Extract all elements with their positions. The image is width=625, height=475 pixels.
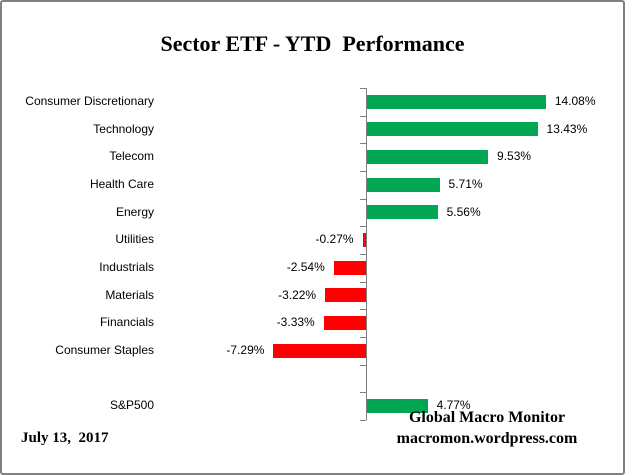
bar-positive xyxy=(367,94,546,109)
bar-negative xyxy=(325,288,366,303)
bar-negative xyxy=(362,233,366,248)
axis-tick xyxy=(360,199,366,200)
chart-title: Sector ETF - YTD Performance xyxy=(160,31,465,56)
plot-area: Consumer Discretionary 14.08% Technology 13… xyxy=(2,88,623,421)
category-label: Materials xyxy=(105,287,154,302)
footer-source: Global Macro Monitor macromon.wordpress.… xyxy=(377,407,597,449)
value-label: 14.08% xyxy=(554,94,596,108)
footer-date: July 13, 2017 xyxy=(21,430,109,446)
chart-row: Industrials -2.54% xyxy=(2,254,623,282)
chart-row: Energy 5.56% xyxy=(2,199,623,227)
axis-tick xyxy=(360,226,366,227)
axis-tick xyxy=(360,365,366,366)
axis-tick xyxy=(360,143,366,144)
bar-positive xyxy=(367,399,428,414)
category-label: Health Care xyxy=(89,177,154,191)
value-label: 4.77% xyxy=(436,398,471,413)
chart-row: Consumer Staples -7.29% xyxy=(2,337,623,365)
bar-negative xyxy=(323,316,366,331)
category-label: Financials xyxy=(99,315,154,330)
axis-tick xyxy=(360,282,366,283)
category-label: Telecom xyxy=(109,149,154,164)
axis-tick xyxy=(360,420,366,421)
chart-row xyxy=(2,365,623,393)
category-label: Consumer Discretionary xyxy=(25,94,154,108)
value-label: -7.29% xyxy=(226,343,265,357)
category-label: Utilities xyxy=(115,232,154,247)
chart-row: Materials -3.22% xyxy=(2,282,623,310)
value-label: -3.22% xyxy=(278,287,317,302)
axis-tick xyxy=(360,337,366,338)
chart-row: Utilities -0.27% xyxy=(2,226,623,254)
value-label: 5.56% xyxy=(446,204,481,219)
chart-row: Consumer Discretionary 14.08% xyxy=(2,88,623,116)
axis-tick xyxy=(360,309,366,310)
value-label: 5.71% xyxy=(448,177,483,191)
value-label: -2.54% xyxy=(286,260,325,274)
category-label: S&P500 xyxy=(109,398,154,413)
axis-tick xyxy=(360,116,366,117)
category-label: Energy xyxy=(115,204,154,219)
chart-row: Financials -3.33% xyxy=(2,309,623,337)
bar-positive xyxy=(367,177,440,192)
bar-positive xyxy=(367,122,538,137)
axis-tick xyxy=(360,254,366,255)
bar-negative xyxy=(273,343,366,358)
bar-positive xyxy=(367,150,489,165)
axis-tick xyxy=(360,88,366,89)
category-label: Industrials xyxy=(99,260,154,274)
bar-negative xyxy=(333,260,366,275)
source-name: Global Macro Monitor xyxy=(408,409,566,426)
axis-tick xyxy=(360,392,366,393)
axis-tick xyxy=(360,171,366,172)
value-label: 13.43% xyxy=(546,121,588,136)
bar-positive xyxy=(367,205,438,220)
category-label xyxy=(2,365,154,393)
chart-row: Technology 13.43% xyxy=(2,116,623,144)
chart-row: Telecom 9.53% xyxy=(2,143,623,171)
value-label: -0.27% xyxy=(315,232,354,247)
value-label: 9.53% xyxy=(497,149,532,164)
category-axis-line xyxy=(366,88,367,420)
category-label: Technology xyxy=(93,121,154,136)
value-label: -3.33% xyxy=(276,315,315,330)
source-url: macromon.wordpress.com xyxy=(396,430,578,447)
chart-row: S&P500 4.77% xyxy=(2,392,623,420)
category-label: Consumer Staples xyxy=(55,343,154,357)
chart-row: Health Care 5.71% xyxy=(2,171,623,199)
